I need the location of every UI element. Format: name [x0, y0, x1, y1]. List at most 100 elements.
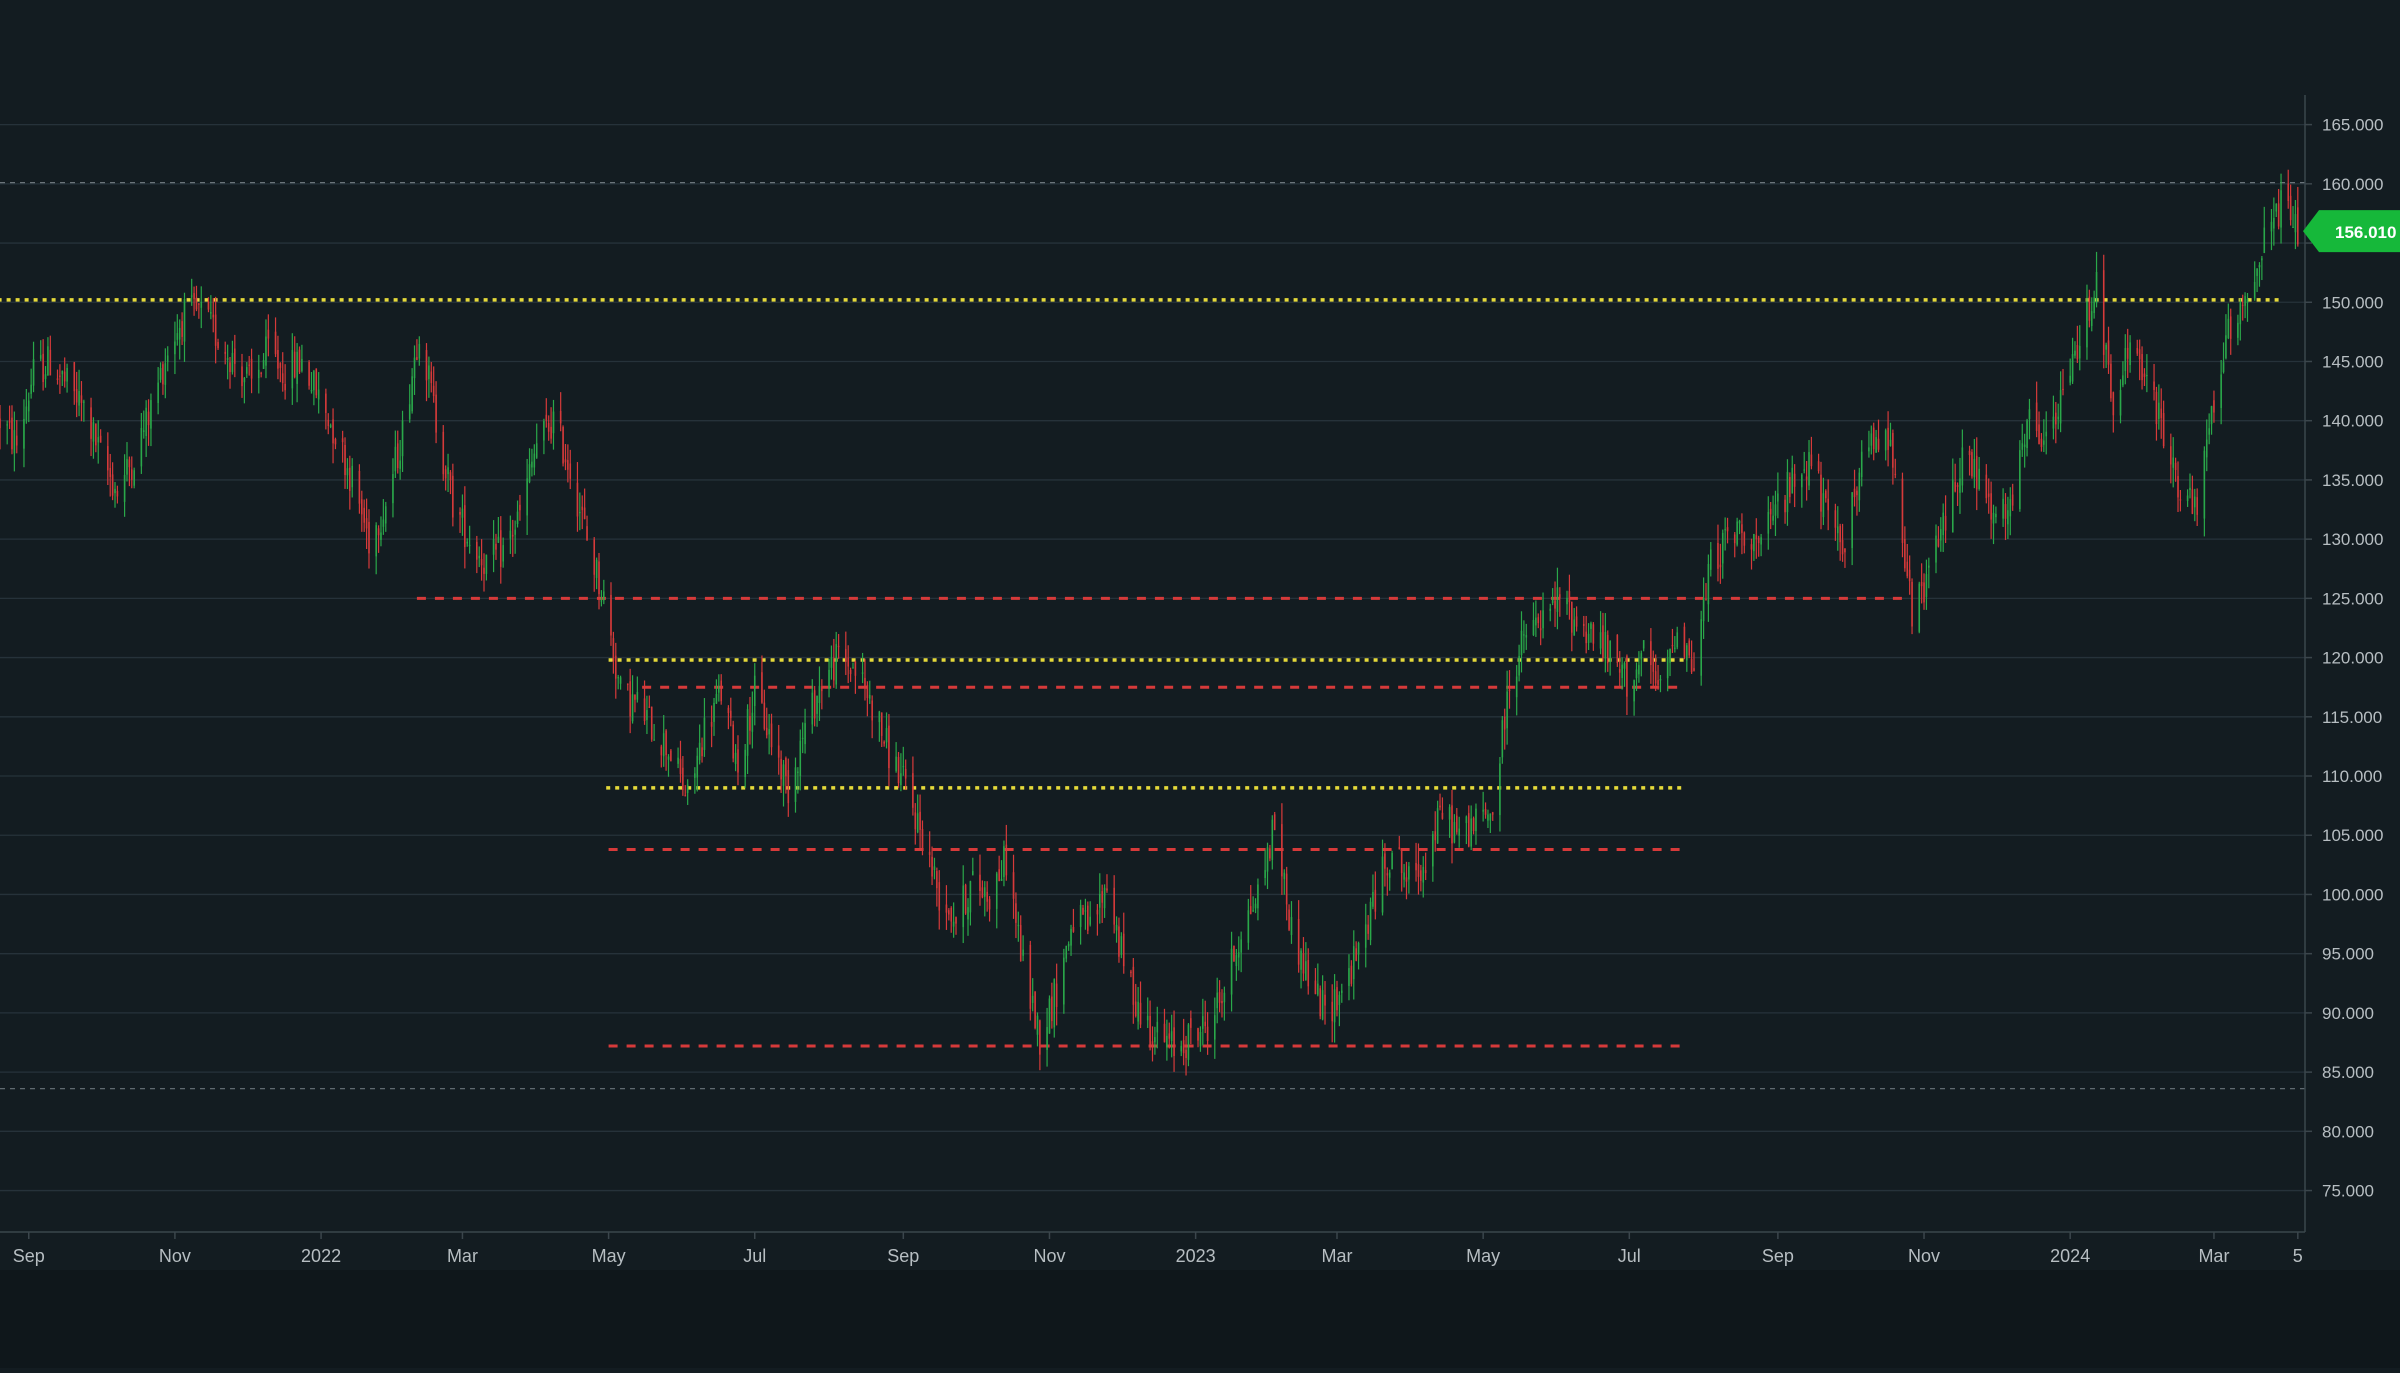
candle-505	[1693, 652, 1695, 672]
candle-450	[1508, 670, 1511, 709]
candle-406	[1364, 903, 1367, 968]
candle-24	[80, 381, 83, 422]
candle-470	[1575, 606, 1578, 632]
candle-219	[734, 744, 737, 772]
candle-298	[1000, 860, 1003, 882]
candle-357	[1199, 1026, 1202, 1052]
candle-58	[195, 285, 198, 312]
candle-582	[1954, 463, 1956, 493]
candle-674	[2261, 256, 2263, 281]
candle-368	[1235, 949, 1238, 981]
candle-338	[1134, 983, 1137, 1018]
candle-606	[2035, 381, 2038, 438]
candle-506	[1700, 610, 1702, 686]
candle-669	[2244, 292, 2246, 319]
candle-456	[1532, 602, 1535, 637]
candle-500	[1676, 626, 1679, 650]
candle-602	[2021, 423, 2024, 457]
x-tick-label-13: Nov	[1908, 1246, 1940, 1266]
candle-504	[1690, 640, 1693, 674]
candle-111	[375, 522, 377, 575]
candle-151	[509, 515, 512, 554]
candle-566	[1901, 472, 1904, 558]
candle-206	[694, 767, 696, 794]
candle-215	[720, 674, 723, 705]
candle-531	[1784, 494, 1786, 524]
candle-613	[2057, 403, 2060, 430]
candle-317	[1065, 945, 1068, 963]
candle-232	[780, 750, 782, 793]
candle-364	[1221, 989, 1223, 1018]
candle-307	[1031, 978, 1034, 1012]
candle-358	[1202, 998, 1204, 1046]
candle-572	[1920, 563, 1923, 604]
candle-680	[2280, 173, 2282, 244]
candle-225	[753, 663, 756, 726]
y-tick-label-110: 110.000	[2322, 767, 2382, 786]
candle-485	[1626, 654, 1628, 716]
candle-52	[176, 314, 179, 346]
candle-333	[1118, 917, 1120, 963]
x-tick-label-11: Jul	[1618, 1246, 1641, 1266]
candle-442	[1484, 802, 1487, 819]
candle-554	[1858, 467, 1861, 512]
candle-581	[1951, 458, 1954, 533]
candle-434	[1455, 807, 1458, 835]
candle-383	[1285, 866, 1288, 921]
candle-224	[751, 691, 754, 749]
candle-396	[1331, 984, 1334, 1043]
candle-354	[1187, 1023, 1190, 1067]
candle-19	[63, 357, 66, 388]
candle-73	[245, 362, 248, 378]
candle-70	[234, 334, 236, 378]
candle-430	[1441, 797, 1444, 820]
candle-323	[1084, 898, 1087, 930]
candles	[0, 169, 2299, 1076]
candle-438	[1470, 805, 1472, 851]
candle-546	[1834, 503, 1837, 541]
candle-116	[392, 458, 394, 518]
candle-164	[550, 407, 552, 444]
candle-234	[785, 756, 787, 794]
candle-668	[2241, 294, 2244, 321]
candle-411	[1381, 839, 1384, 916]
candle-548	[1839, 523, 1841, 561]
candle-268	[900, 753, 902, 792]
candle-573	[1923, 573, 1925, 610]
candle-137	[461, 494, 464, 536]
candle-46	[157, 367, 159, 415]
candle-42	[142, 410, 145, 439]
grid-lines	[0, 123, 2305, 1192]
x-tick-label-6: Sep	[887, 1246, 919, 1266]
candle-667	[2239, 298, 2242, 341]
candle-592	[1987, 478, 1990, 514]
candle-185	[619, 675, 622, 690]
candle-69	[231, 340, 234, 375]
y-tick-label-75: 75.000	[2322, 1182, 2374, 1201]
candle-321	[1079, 899, 1082, 945]
candle-320	[1072, 908, 1075, 933]
candle-170	[569, 449, 572, 490]
candle-350	[1173, 1010, 1175, 1072]
candle-128	[430, 362, 433, 393]
candle-426	[1432, 830, 1434, 882]
candle-332	[1115, 916, 1118, 943]
candle-653	[2191, 475, 2194, 515]
candle-570	[1911, 578, 1913, 635]
candle-67	[226, 344, 229, 380]
candle-300	[1005, 824, 1008, 881]
candle-616	[2069, 358, 2071, 386]
candle-308	[1034, 990, 1036, 1030]
candle-486	[1633, 679, 1635, 716]
candle-514	[1724, 517, 1726, 551]
candle-483	[1621, 657, 1623, 690]
candle-304	[1019, 915, 1022, 962]
candle-2	[8, 405, 11, 430]
y-tick-label-115: 115.000	[2322, 708, 2382, 727]
candle-384	[1288, 904, 1290, 932]
candle-382	[1283, 869, 1286, 895]
candle-634	[2126, 328, 2129, 378]
candle-176	[593, 537, 596, 592]
